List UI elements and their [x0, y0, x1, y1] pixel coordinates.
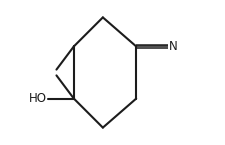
Text: HO: HO — [29, 92, 47, 105]
Text: N: N — [169, 40, 177, 53]
